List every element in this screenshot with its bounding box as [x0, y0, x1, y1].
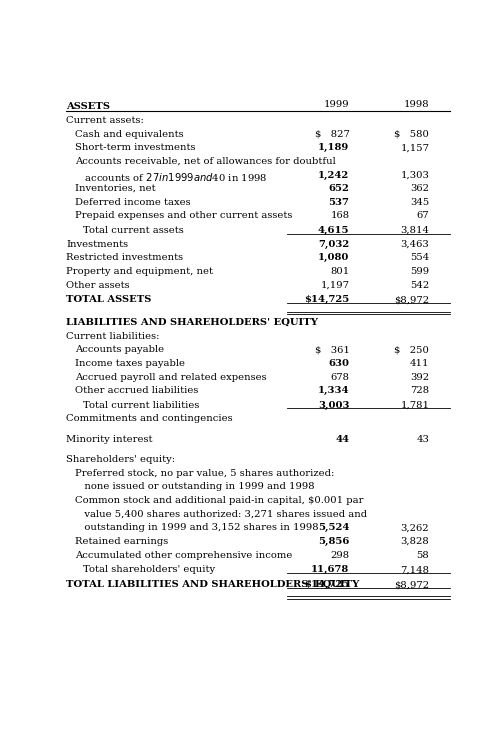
Text: $8,972: $8,972 — [394, 580, 429, 589]
Text: Accounts payable: Accounts payable — [74, 345, 163, 355]
Text: 542: 542 — [410, 281, 429, 289]
Text: 1,080: 1,080 — [318, 254, 350, 262]
Text: 5,524: 5,524 — [318, 523, 350, 532]
Text: 58: 58 — [416, 550, 429, 560]
Text: 7,032: 7,032 — [318, 240, 350, 249]
Text: Current assets:: Current assets: — [66, 116, 144, 125]
Text: $   361: $ 361 — [314, 345, 350, 355]
Text: $   580: $ 580 — [394, 129, 429, 139]
Text: 4,615: 4,615 — [318, 226, 350, 235]
Text: outstanding in 1999 and 3,152 shares in 1998: outstanding in 1999 and 3,152 shares in … — [74, 523, 318, 532]
Text: Investments: Investments — [66, 240, 128, 249]
Text: 1,334: 1,334 — [318, 386, 350, 395]
Text: 7,148: 7,148 — [400, 565, 429, 575]
Text: Deferred income taxes: Deferred income taxes — [74, 198, 190, 207]
Text: Total current assets: Total current assets — [83, 226, 184, 235]
Text: Inventories, net: Inventories, net — [74, 184, 155, 193]
Text: 3,003: 3,003 — [318, 401, 350, 410]
Text: 1,303: 1,303 — [400, 170, 429, 180]
Text: 67: 67 — [416, 211, 429, 221]
Text: Accounts receivable, net of allowances for doubtful: Accounts receivable, net of allowances f… — [74, 157, 336, 166]
Text: 362: 362 — [410, 184, 429, 193]
Text: 43: 43 — [416, 435, 429, 444]
Text: 3,463: 3,463 — [400, 240, 429, 249]
Text: Total current liabilities: Total current liabilities — [83, 401, 200, 410]
Text: Other accrued liabilities: Other accrued liabilities — [74, 386, 198, 395]
Text: 554: 554 — [410, 254, 429, 262]
Text: 1,242: 1,242 — [318, 170, 350, 180]
Text: $8,972: $8,972 — [394, 295, 429, 304]
Text: 168: 168 — [330, 211, 350, 221]
Text: Accrued payroll and related expenses: Accrued payroll and related expenses — [74, 373, 266, 382]
Text: $14,725: $14,725 — [304, 295, 350, 304]
Text: 1,197: 1,197 — [320, 281, 350, 289]
Text: TOTAL ASSETS: TOTAL ASSETS — [66, 295, 151, 304]
Text: 3,262: 3,262 — [401, 523, 429, 532]
Text: 801: 801 — [330, 267, 350, 276]
Text: LIABILITIES AND SHAREHOLDERS' EQUITY: LIABILITIES AND SHAREHOLDERS' EQUITY — [66, 318, 318, 327]
Text: Commitments and contingencies: Commitments and contingencies — [66, 414, 232, 423]
Text: 5,856: 5,856 — [318, 537, 350, 546]
Text: 599: 599 — [410, 267, 429, 276]
Text: 728: 728 — [410, 386, 429, 395]
Text: value 5,400 shares authorized: 3,271 shares issued and: value 5,400 shares authorized: 3,271 sha… — [74, 510, 367, 519]
Text: Prepaid expenses and other current assets: Prepaid expenses and other current asset… — [74, 211, 292, 221]
Text: 3,814: 3,814 — [400, 226, 429, 235]
Text: Restricted investments: Restricted investments — [66, 254, 183, 262]
Text: $14,725: $14,725 — [304, 580, 350, 589]
Text: $   250: $ 250 — [394, 345, 429, 355]
Text: Property and equipment, net: Property and equipment, net — [66, 267, 213, 276]
Text: 298: 298 — [330, 550, 350, 560]
Text: $   827: $ 827 — [314, 129, 350, 139]
Text: Shareholders' equity:: Shareholders' equity: — [66, 455, 175, 464]
Text: 345: 345 — [410, 198, 429, 207]
Text: Income taxes payable: Income taxes payable — [74, 359, 185, 368]
Text: 392: 392 — [410, 373, 429, 382]
Text: 1,781: 1,781 — [400, 401, 429, 410]
Text: Cash and equivalents: Cash and equivalents — [74, 129, 183, 139]
Text: 678: 678 — [330, 373, 350, 382]
Text: Total shareholders' equity: Total shareholders' equity — [83, 565, 215, 575]
Text: 3,828: 3,828 — [400, 537, 429, 546]
Text: Retained earnings: Retained earnings — [74, 537, 168, 546]
Text: Minority interest: Minority interest — [66, 435, 152, 444]
Text: Preferred stock, no par value, 5 shares authorized:: Preferred stock, no par value, 5 shares … — [74, 469, 334, 478]
Text: TOTAL LIABILITIES AND SHAREHOLDERS' EQUITY: TOTAL LIABILITIES AND SHAREHOLDERS' EQUI… — [66, 580, 359, 589]
Text: Common stock and additional paid-in capital, $0.001 par: Common stock and additional paid-in capi… — [74, 496, 363, 505]
Text: 1999: 1999 — [324, 100, 350, 109]
Text: 11,678: 11,678 — [311, 565, 350, 575]
Text: 537: 537 — [328, 198, 350, 207]
Text: accounts of $27 in 1999 and $40 in 1998: accounts of $27 in 1999 and $40 in 1998 — [74, 170, 267, 183]
Text: 1998: 1998 — [404, 100, 429, 109]
Text: ASSETS: ASSETS — [66, 102, 110, 111]
Text: none issued or outstanding in 1999 and 1998: none issued or outstanding in 1999 and 1… — [74, 482, 314, 491]
Text: 652: 652 — [328, 184, 350, 193]
Text: 44: 44 — [336, 435, 350, 444]
Text: 1,157: 1,157 — [400, 143, 429, 152]
Text: Current liabilities:: Current liabilities: — [66, 332, 159, 341]
Text: 411: 411 — [410, 359, 429, 368]
Text: Accumulated other comprehensive income: Accumulated other comprehensive income — [74, 550, 292, 560]
Text: Other assets: Other assets — [66, 281, 130, 289]
Text: Short-term investments: Short-term investments — [74, 143, 195, 152]
Text: 1,189: 1,189 — [318, 143, 350, 152]
Text: 630: 630 — [328, 359, 350, 368]
